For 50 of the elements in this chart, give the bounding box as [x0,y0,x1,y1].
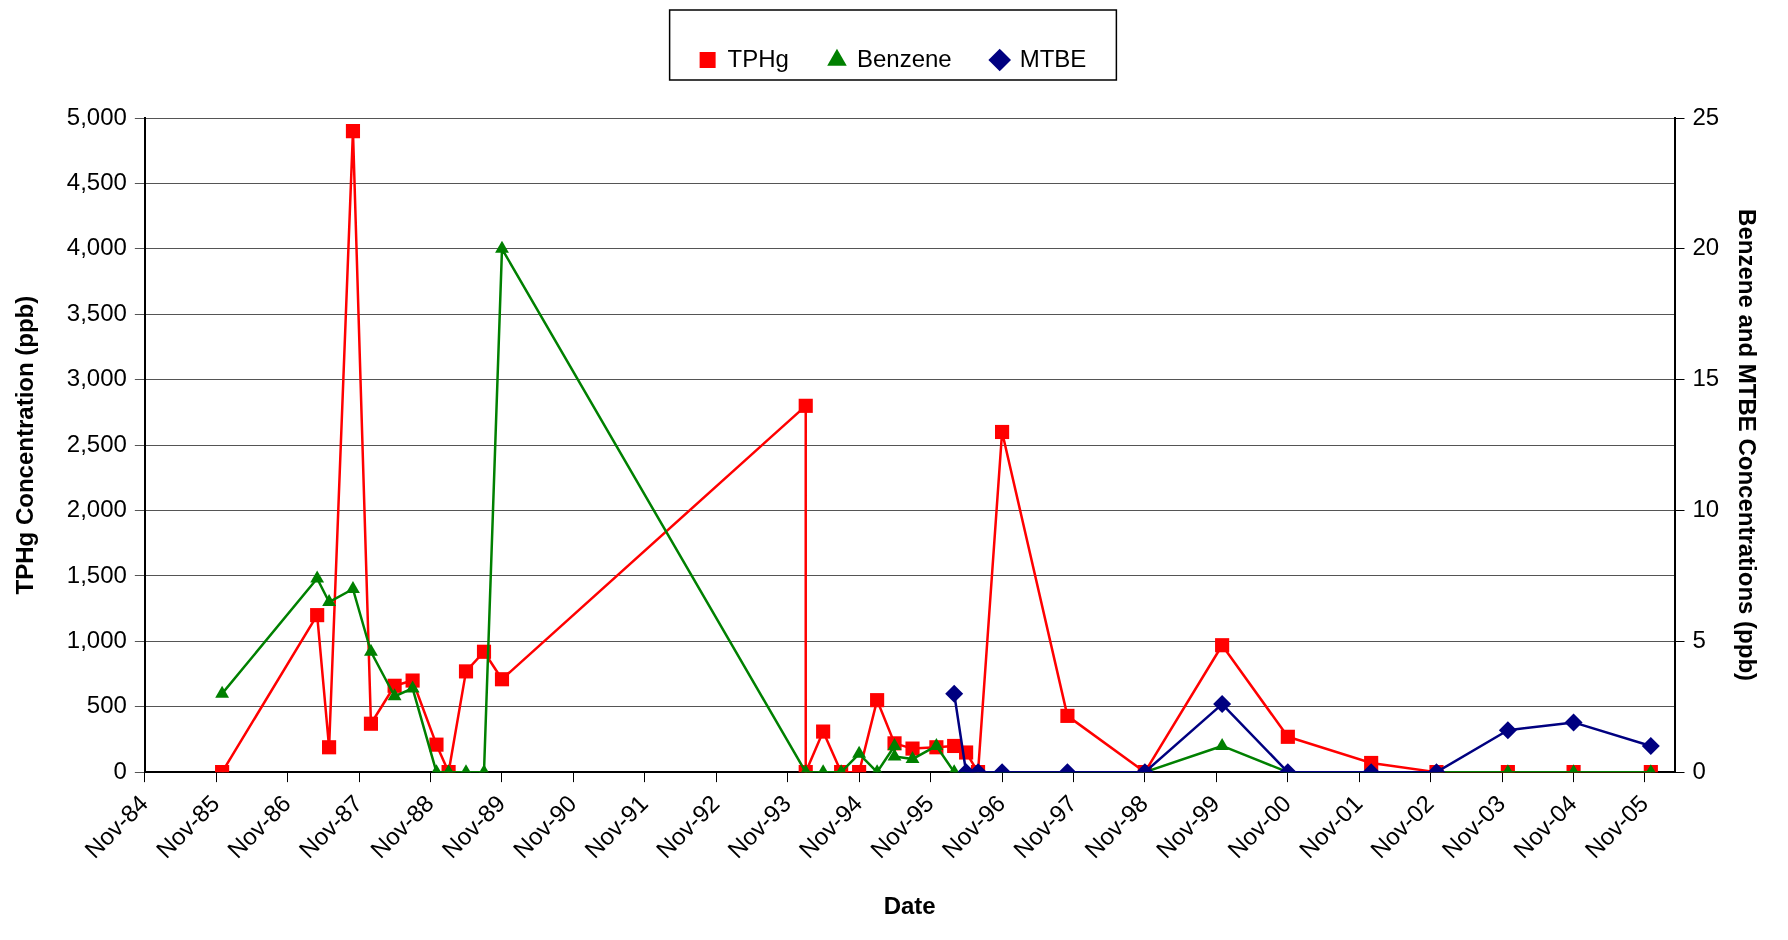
point [1280,729,1295,744]
y2-tick-label: 25 [1692,102,1720,130]
point [429,737,444,752]
legend-label: MTBE [1019,44,1087,72]
point [346,580,360,593]
point [1215,737,1230,750]
x-axis-title: Date [883,892,936,920]
y-tick-label: 1,000 [66,625,127,653]
y-tick-label: 2,500 [66,429,127,457]
y2-tick-label: 20 [1692,233,1720,261]
y2-tick-label: 10 [1692,495,1720,523]
point [852,745,867,758]
point [363,716,379,731]
y-tick-label: 0 [113,756,127,784]
y-tick-label: 3,500 [66,298,127,326]
point [995,424,1010,440]
legend-label: Benzene [856,44,952,72]
point [905,751,920,764]
y2-tick-label: 15 [1692,364,1720,392]
y2-tick-label: 5 [1692,625,1706,653]
point [1215,638,1230,653]
y-tick-label: 5,000 [66,102,127,130]
point [494,672,510,687]
point [816,724,831,739]
point [364,643,378,656]
point [310,570,325,583]
point [887,748,902,761]
y-tick-label: 3,000 [66,364,127,392]
legend-label: TPHg [727,44,789,72]
y-tick-label: 4,500 [66,168,127,196]
point [405,680,420,693]
point [870,693,885,708]
point [458,664,474,679]
point [215,685,230,698]
y-tick-label: 1,500 [66,560,127,588]
y-axis-title: TPHg Concentration (ppb) [11,295,39,595]
point [322,740,337,755]
y-tick-label: 4,000 [66,233,127,261]
point [345,124,361,139]
point [905,741,920,756]
point [387,688,402,701]
y2-axis-title: Benzene and MTBE Concentrations (ppb) [1733,209,1761,682]
point [798,398,813,413]
point [1060,708,1075,723]
point [929,737,944,750]
point [310,608,325,623]
y-tick-label: 500 [86,691,127,719]
y-tick-label: 2,000 [66,495,127,523]
point [322,594,337,607]
y2-tick-label: 0 [1692,756,1706,784]
